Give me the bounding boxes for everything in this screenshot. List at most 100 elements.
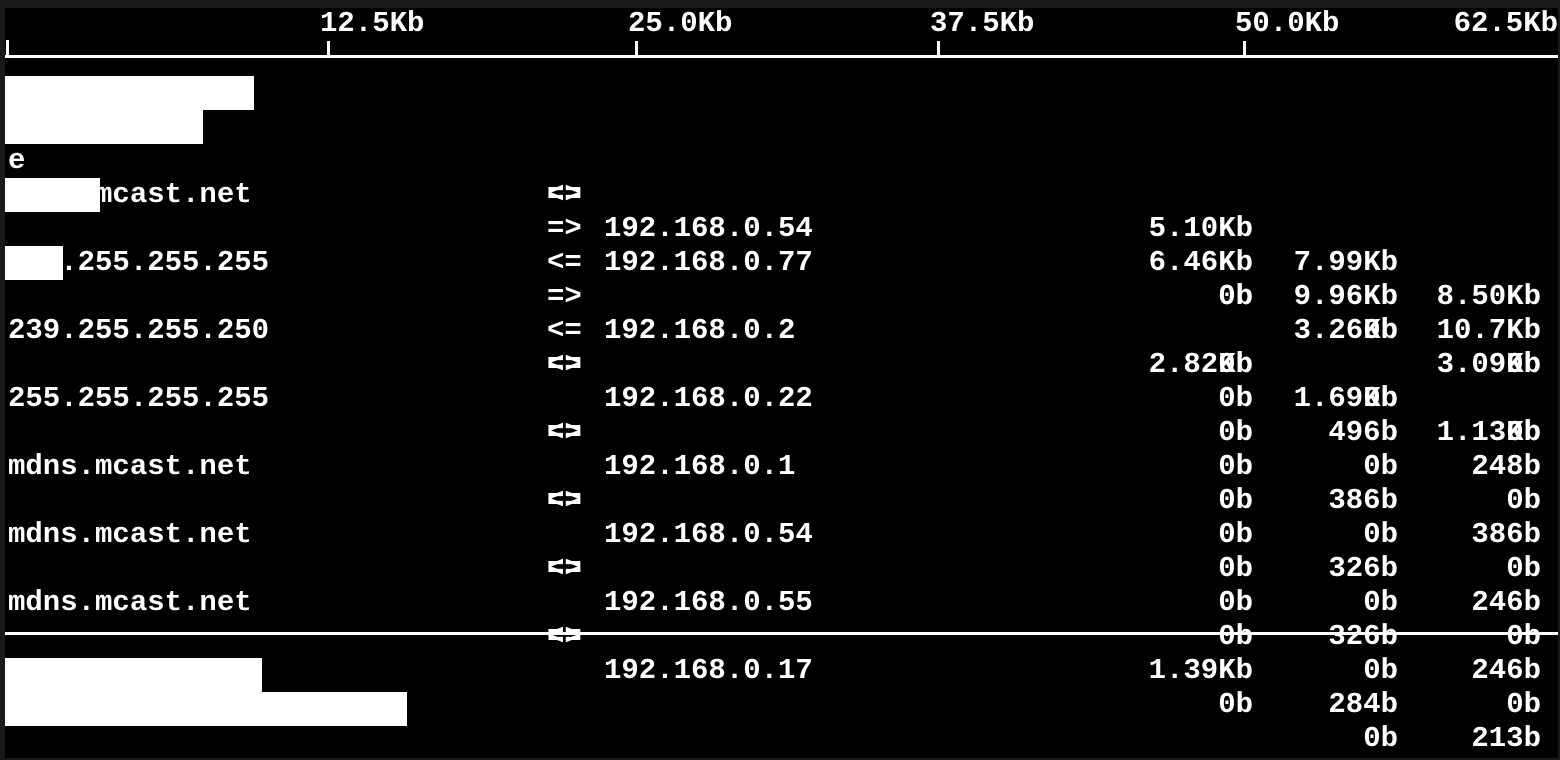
rate-40s: 0b [1506, 552, 1541, 585]
tx-arrow: => [547, 212, 582, 245]
summary-bar-tx [5, 658, 262, 692]
footer-divider [5, 632, 1560, 635]
rate-40s: 213b [1471, 722, 1541, 755]
flow-row-rx: <= 5.10Kb 7.99Kb 8.50Kb [0, 110, 1560, 313]
rate-2s: 0b [1218, 552, 1253, 585]
rate-2s: 0b [1218, 280, 1253, 313]
rate-40s: 0b [1506, 416, 1541, 449]
flow-host-highlighted: contructor2.pv [8, 144, 252, 177]
rate-10s: 386b [1328, 484, 1398, 517]
flow-row-tx: mdns.mcast.net => 192.168.0.17 0b 0b 0b [0, 552, 1560, 760]
rate-2s: 6.46Kb [1148, 246, 1253, 279]
rate-40s: 0b [1506, 348, 1541, 381]
flow-row-rx: <= 0b 386b 386b [0, 382, 1560, 551]
rate-40s: 3.09Kb [1436, 348, 1541, 381]
rate-40s: 246b [1471, 586, 1541, 619]
rate-10s: 3.26Kb [1293, 314, 1398, 347]
rate-2s: 0b [1218, 586, 1253, 619]
scale-ruler-line [5, 55, 1560, 58]
rate-10s: 0b [1363, 518, 1398, 551]
rx-arrow: <= [547, 246, 582, 279]
flow-row-tx: 239.255.255.250 => 192.168.0.22 0b 0b 0b [0, 280, 1560, 517]
flow-peer-ip: 192.168.0.77 [604, 246, 813, 279]
rx-arrow: <= [547, 620, 582, 653]
scale-label-37.5kb: 37.5Kb [930, 7, 1035, 40]
rate-2s: 0b [1218, 450, 1253, 483]
flow-peer-ip: 192.168.0.54 [604, 518, 813, 551]
rate-2s: 0b [1218, 280, 1253, 313]
window-border-bottom [0, 758, 1560, 760]
flow-row-rx: <= 0b 496b 248b [0, 314, 1560, 483]
rate-40s: 0b [1506, 620, 1541, 653]
scale-tick [937, 41, 940, 56]
summary-row-tx: TX: cum: 93.2KB peak: 24.0Kb rates: 6.46… [0, 658, 1560, 759]
rx-arrow: <= [547, 552, 582, 585]
traffic-bar-rx [5, 110, 203, 144]
flow-peer-ip: 192.168.0.1 [604, 450, 796, 483]
tx-label: TX: [8, 726, 61, 759]
tx-arrow: => [547, 552, 582, 585]
flow-peer-ip: 192.168.0.54 [604, 212, 813, 245]
summary-row-rx: RX: 203KB 195Kb 10.4Kb 15.3Kb 24.4Kb [0, 692, 1560, 726]
rate-40s: 1.13Kb [1436, 416, 1541, 449]
traffic-bar-rx [5, 178, 100, 212]
rate-10s: 0b [1363, 722, 1398, 755]
rate-40s: 10.7Kb [1436, 314, 1541, 347]
rx-arrow: <= [547, 484, 582, 517]
scale-tick [327, 41, 330, 56]
tx-arrow: => [547, 280, 582, 313]
flow-host-rest: e [8, 144, 26, 177]
scale-tick [1243, 41, 1246, 56]
rate-10s: 0b [1363, 450, 1398, 483]
traffic-bar-tx [5, 76, 254, 110]
rate-40s: 248b [1471, 450, 1541, 483]
flow-host: mdns.mcast.net [8, 518, 252, 551]
flow-row-rx: <= 2.82Kb 1.69Kb 1.13Kb [0, 246, 1560, 449]
tx-arrow: => [547, 416, 582, 449]
flow-host: 255.255.255.255 [8, 382, 270, 415]
traffic-bar-rx [5, 246, 63, 280]
tx-arrow: => [547, 620, 582, 653]
rate-40s: 386b [1471, 518, 1541, 551]
rate-2s: 0b [1218, 382, 1253, 415]
flow-row-rx: <= 0b 326b 246b [0, 518, 1560, 687]
rate-2s: 1.39Kb [1148, 654, 1253, 687]
rate-2s: 0b [1218, 518, 1253, 551]
flow-row-rx: <= 0b 326b 246b [0, 450, 1560, 619]
flow-row-tx: mdns.mcast.net => 192.168.0.54 0b 0b 0b [0, 416, 1560, 653]
rx-arrow: <= [547, 178, 582, 211]
flow-row-rx: <= 1.39Kb 284b 213b [0, 586, 1560, 755]
tx-arrow: => [547, 484, 582, 517]
rate-10s: 326b [1328, 620, 1398, 653]
flow-host: mdns.mcast.net [8, 450, 252, 483]
summary-bar-rx [5, 692, 407, 726]
flow-host: mdns.mcast.net [8, 178, 252, 211]
rate-10s: 0b [1363, 654, 1398, 687]
rate-2s: 0b [1218, 348, 1253, 381]
rate-10s: 7.99Kb [1293, 246, 1398, 279]
rate-10s: 326b [1328, 552, 1398, 585]
rate-2s: 0b [1218, 416, 1253, 449]
tx-arrow: => [547, 348, 582, 381]
flow-peer-ip: 192.168.0.17 [604, 654, 813, 687]
rate-40s: 0b [1506, 688, 1541, 721]
flow-row-tx: 255.255.255.255 => 192.168.0.1 0b 0b 0b [0, 348, 1560, 585]
rate-2s: 0b [1218, 484, 1253, 517]
flow-row-tx: mdns.mcast.net => 192.168.0.77 0b 0b 0b [0, 144, 1560, 381]
scale-label-62.5kb: 62.5Kb [1453, 7, 1558, 40]
flow-row-tx: 255.255.255.255 => 192.168.0.2 0b 0b 0b [0, 212, 1560, 449]
flow-row-tx: mdns.mcast.net => 192.168.0.55 0b 0b 0b [0, 484, 1560, 721]
rate-2s: 0b [1218, 620, 1253, 653]
rate-10s: 0b [1363, 314, 1398, 347]
rx-arrow: <= [547, 348, 582, 381]
rate-10s: 9.96Kb [1293, 280, 1398, 313]
flow-row-rx: <= 0b 3.26Kb 3.09Kb [0, 178, 1560, 381]
scale-label-12.5kb: 12.5Kb [320, 7, 425, 40]
rx-arrow: <= [547, 416, 582, 449]
window-border-left [0, 0, 5, 760]
rate-10s: 0b [1363, 586, 1398, 619]
rate-2s: 0b [1218, 688, 1253, 721]
scale-tick [6, 40, 9, 57]
flow-row-tx: contructor2.pv e => 192.168.0.54 6.46Kb 9… [0, 76, 1560, 347]
